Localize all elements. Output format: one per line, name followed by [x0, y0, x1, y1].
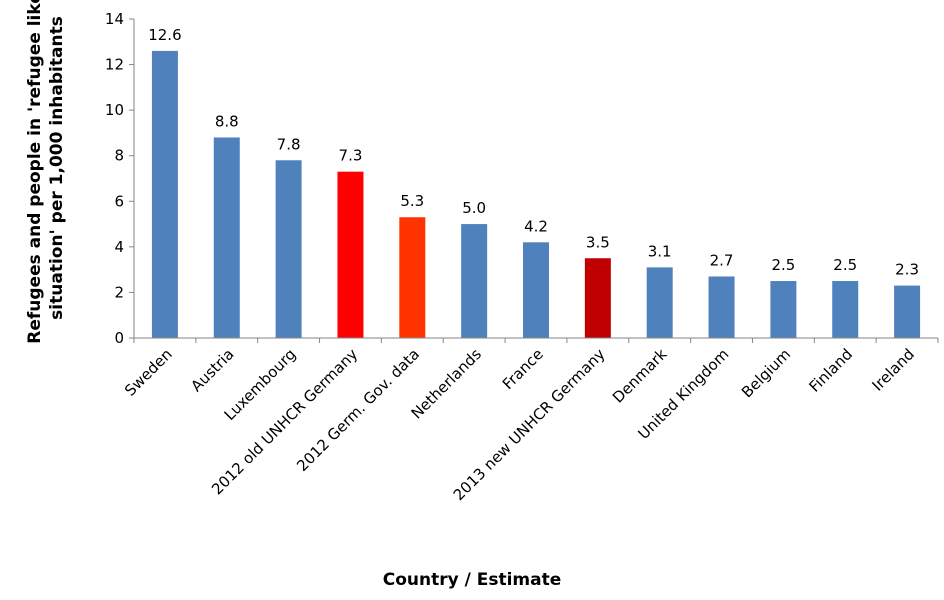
bar [708, 276, 735, 338]
y-tick-label: 12 [105, 56, 124, 74]
y-tick-label: 6 [114, 192, 124, 210]
data-label: 3.5 [586, 233, 610, 251]
x-tick-label: Denmark [609, 345, 671, 407]
data-label: 7.8 [277, 135, 301, 153]
bar [523, 242, 549, 338]
data-label: 3.1 [648, 242, 672, 260]
x-tick-label: Ireland [868, 345, 917, 394]
data-label: 2.3 [895, 261, 919, 279]
data-label: 2.5 [833, 256, 857, 274]
y-axis-title-line-2: situation' per 1,000 inhabitants [47, 16, 67, 320]
y-axis-title: Refugees and people in 'refugee like sit… [25, 0, 67, 344]
y-tick-label: 4 [114, 238, 124, 256]
bar [770, 281, 797, 338]
bar [646, 267, 673, 338]
bar [399, 217, 426, 338]
data-label: 7.3 [339, 147, 363, 165]
bar [584, 258, 611, 338]
y-axis: 0 2 4 6 8 10 12 14 [105, 10, 134, 347]
x-tick-label: Belgium [738, 345, 794, 401]
data-label: 5.3 [400, 192, 424, 210]
data-label: 4.2 [524, 217, 548, 235]
x-tick-label: 2012 Germ. Gov. data [293, 345, 423, 475]
bar [275, 160, 302, 338]
bar [832, 281, 859, 338]
y-tick-label: 2 [114, 283, 124, 301]
y-tick-label: 0 [114, 329, 124, 347]
bar [461, 224, 488, 338]
data-label: 8.8 [215, 112, 239, 130]
x-tick-label: Sweden [121, 345, 176, 400]
y-axis-title-line-1: Refugees and people in 'refugee like [25, 0, 45, 344]
x-tick-label: Austria [187, 345, 237, 395]
x-axis-title: Country / Estimate [382, 570, 562, 590]
y-tick-label: 14 [105, 10, 124, 28]
data-label: 12.6 [148, 26, 181, 44]
bar [213, 137, 240, 338]
bar [894, 285, 921, 338]
bars-group [151, 50, 921, 339]
data-label: 2.5 [771, 256, 795, 274]
y-tick-label: 10 [105, 101, 124, 119]
axes [133, 19, 939, 343]
bar [151, 50, 178, 339]
bar [337, 171, 364, 338]
y-tick-label: 8 [114, 147, 124, 165]
x-tick-label: France [499, 345, 547, 393]
data-label: 2.7 [710, 251, 734, 269]
data-labels-group: 12.6 8.8 7.8 7.3 5.3 5.0 4.2 3.5 3.1 2.7 2.5 2.5 2.3 [148, 26, 919, 279]
data-label: 5.0 [462, 199, 486, 217]
x-tick-label: Finland [805, 345, 856, 396]
